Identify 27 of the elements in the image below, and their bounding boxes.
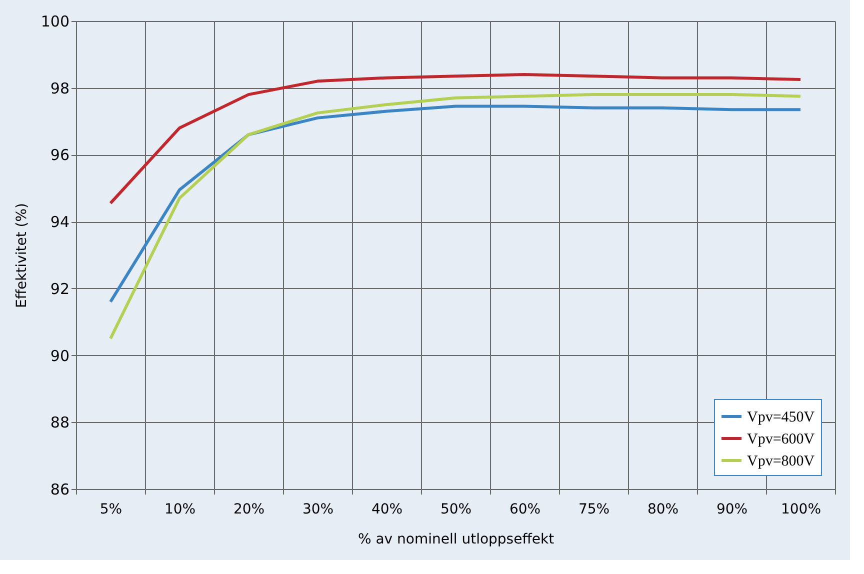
x-tick-label: 75% bbox=[578, 502, 610, 518]
y-tick-label: 96 bbox=[50, 146, 70, 164]
y-tick-label: 94 bbox=[50, 213, 70, 232]
line-series bbox=[109, 72, 802, 205]
x-tick-label: 60% bbox=[509, 502, 541, 518]
legend-label: Vpv=450V bbox=[747, 410, 815, 426]
legend-label: Vpv=800V bbox=[747, 454, 815, 470]
x-tick-label: 20% bbox=[233, 502, 265, 518]
x-tick-label: 90% bbox=[716, 502, 748, 518]
y-tick-label: 92 bbox=[50, 280, 70, 298]
legend-label: Vpv=600V bbox=[747, 432, 815, 448]
x-axis-title: % av nominell utloppseffekt bbox=[358, 532, 555, 548]
y-tick-label: 86 bbox=[50, 480, 70, 498]
x-tick-label: 100% bbox=[780, 502, 822, 518]
y-tick-label: 98 bbox=[50, 79, 70, 98]
y-tick-label: 88 bbox=[50, 414, 70, 432]
y-tick-label: 100 bbox=[40, 12, 70, 30]
x-tick-label: 5% bbox=[100, 502, 122, 518]
x-tick-label: 10% bbox=[164, 502, 196, 518]
line-series bbox=[109, 93, 802, 340]
y-axis-title: Effektivitet (%) bbox=[14, 202, 30, 308]
x-tick-label: 50% bbox=[440, 502, 472, 518]
line-series bbox=[109, 104, 802, 304]
y-tick-label: 90 bbox=[50, 346, 70, 365]
x-tick-label: 80% bbox=[647, 502, 679, 518]
x-tick-label: 30% bbox=[302, 502, 334, 518]
x-tick-label: 40% bbox=[371, 502, 403, 518]
